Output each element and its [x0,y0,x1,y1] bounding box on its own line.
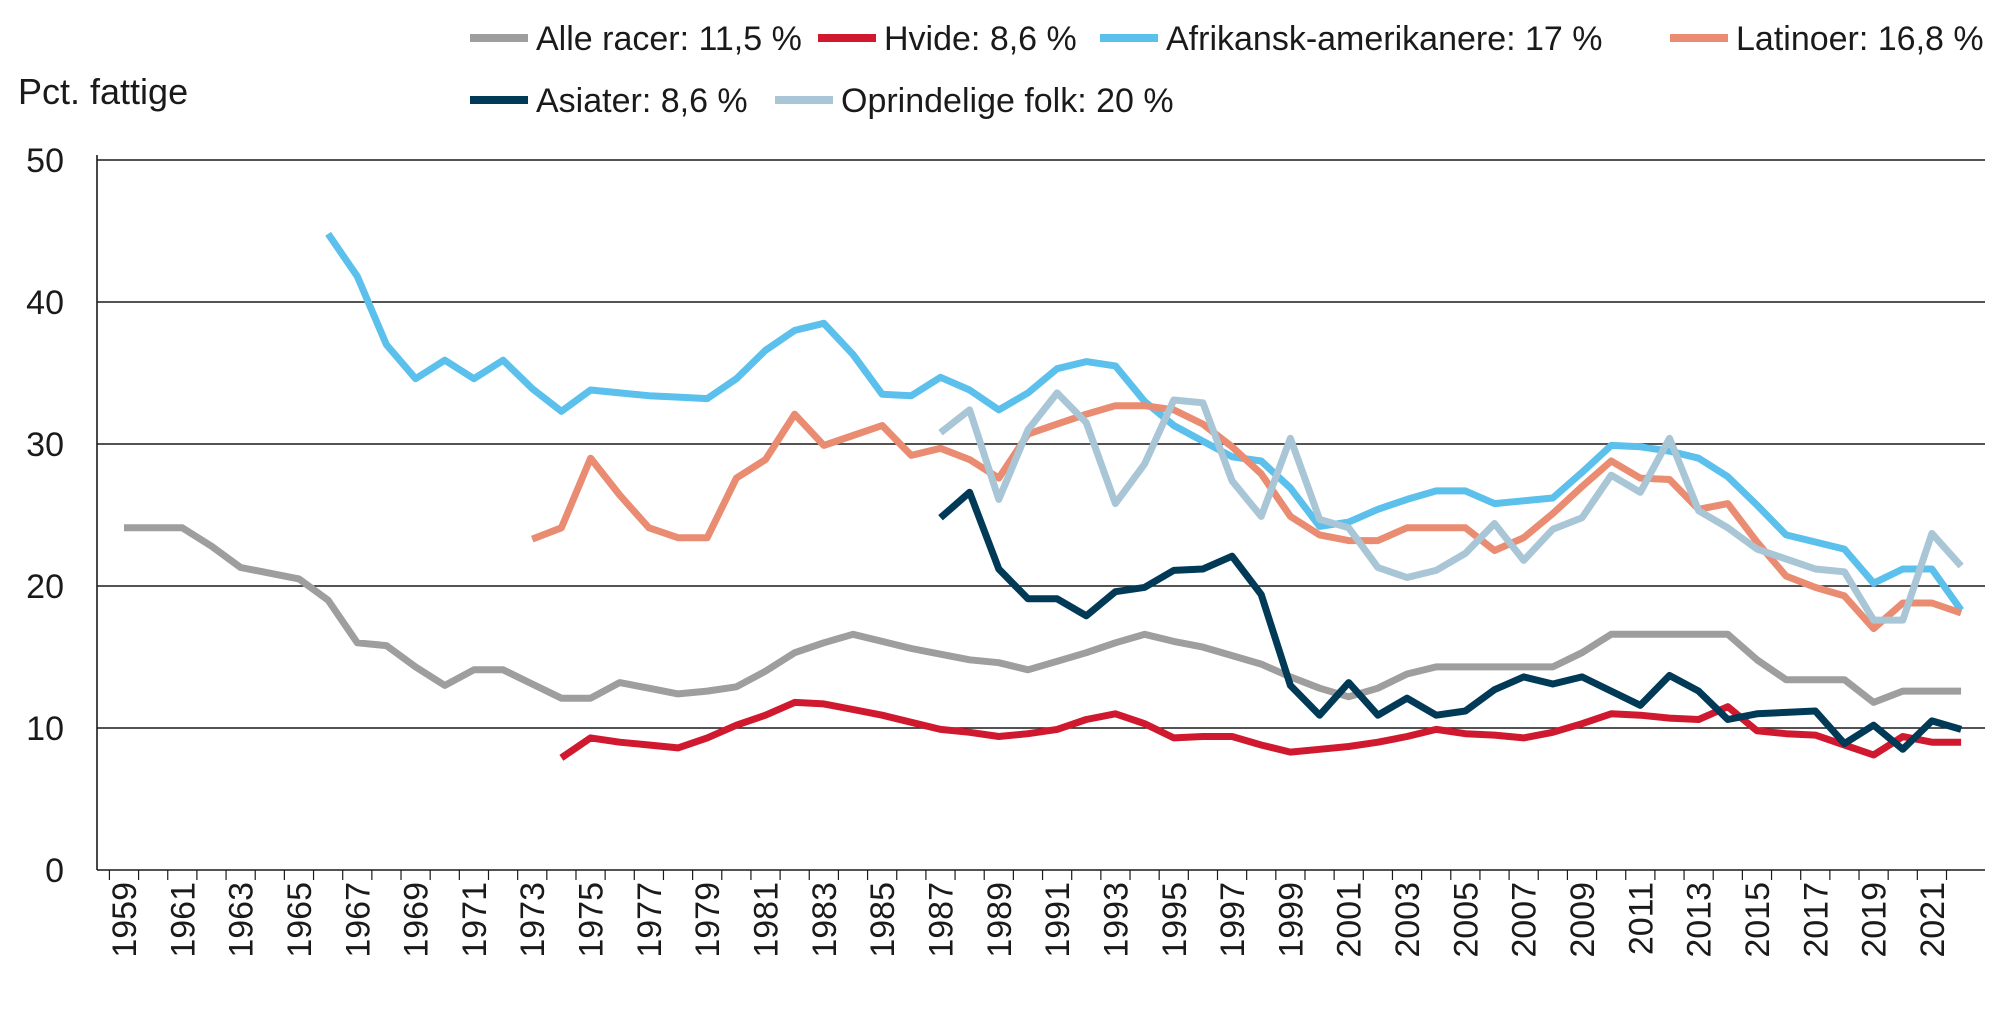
legend-label-latinoer: Latinoer: 16,8 % [1736,20,1984,58]
legend-label-hvide: Hvide: 8,6 % [884,20,1077,58]
x-tick-label: 1961 [164,882,202,958]
x-tick-label: 1987 [922,882,960,958]
series-line-afrikansk-amerikanere [325,231,1964,613]
x-tick-label: 2003 [1389,882,1427,958]
x-tick-label: 1997 [1214,882,1252,958]
x-tick-label: 2001 [1331,882,1369,958]
series-line-alle-racer [124,524,1962,706]
x-tick-label: 1971 [456,882,494,958]
x-tick-label: 1983 [806,882,844,958]
y-tick-label: 50 [26,142,64,180]
y-tick-label: 0 [45,852,64,890]
x-tick-label: 2019 [1856,882,1894,958]
x-tick-label: 1979 [689,882,727,958]
x-tick-label: 1959 [106,882,144,958]
series-line-latinoer [530,402,1963,633]
x-tick-label: 1965 [281,882,319,958]
x-tick-label: 1991 [1039,882,1077,958]
x-tick-label: 2005 [1447,882,1485,958]
x-tick-label: 1995 [1156,882,1194,958]
legend-item-alle-racer: Alle racer: 11,5 % [470,20,802,58]
x-tick-label: 1967 [339,882,377,958]
series-line-hvide [559,698,1962,761]
y-tick-label: 30 [26,426,64,464]
series-lines [124,231,1964,761]
x-tick-label: 2007 [1506,882,1544,958]
x-tick-label: 1973 [514,882,552,958]
x-tick-label: 1963 [223,882,261,958]
legend-label-oprindelige-folk: Oprindelige folk: 20 % [841,82,1174,120]
x-tick-label: 1977 [631,882,669,958]
legend-label-alle-racer: Alle racer: 11,5 % [536,20,802,58]
x-tick-label: 1989 [981,882,1019,958]
y-axis-ticks: 0 10 20 30 40 50 [26,142,64,890]
legend-item-asiater: Asiater: 8,6 % [470,82,748,120]
y-tick-label: 20 [26,568,64,606]
legend-label-afrikansk-amerikanere: Afrikansk-amerikanere: 17 % [1166,20,1603,58]
series-line-asiater [938,488,1963,753]
y-tick-label: 40 [26,284,64,322]
legend-item-hvide: Hvide: 8,6 % [818,20,1077,58]
x-tick-label: 2017 [1797,882,1835,958]
legend: Alle racer: 11,5 % Hvide: 8,6 % Afrikansk-… [470,20,1984,120]
gridlines [97,159,1985,729]
x-tick-label: 2013 [1681,882,1719,958]
x-tick-label: 1969 [398,882,436,958]
x-tick-label: 2009 [1564,882,1602,958]
x-tick-label: 1981 [748,882,786,958]
x-tick-label: 2011 [1622,882,1660,955]
x-tick-label: 1993 [1097,882,1135,958]
y-axis-title: Pct. fattige [18,71,188,112]
legend-item-latinoer: Latinoer: 16,8 % [1670,20,1984,58]
x-tick-label: 1975 [573,882,611,958]
series-line-oprindelige-folk [938,389,1964,624]
x-axis-ticks: 1959 1961 1963 1965 1967 1969 1971 1973 1975 1977… [106,882,1952,958]
x-tick-label: 2021 [1914,882,1952,958]
x-axis [96,155,1985,880]
x-tick-label: 2015 [1739,882,1777,958]
x-tick-label: 1985 [864,882,902,958]
x-tick-label: 1999 [1272,882,1310,958]
legend-item-afrikansk-amerikanere: Afrikansk-amerikanere: 17 % [1100,20,1603,58]
legend-item-oprindelige-folk: Oprindelige folk: 20 % [775,82,1174,120]
legend-label-asiater: Asiater: 8,6 % [536,82,748,120]
y-tick-label: 10 [26,710,64,748]
